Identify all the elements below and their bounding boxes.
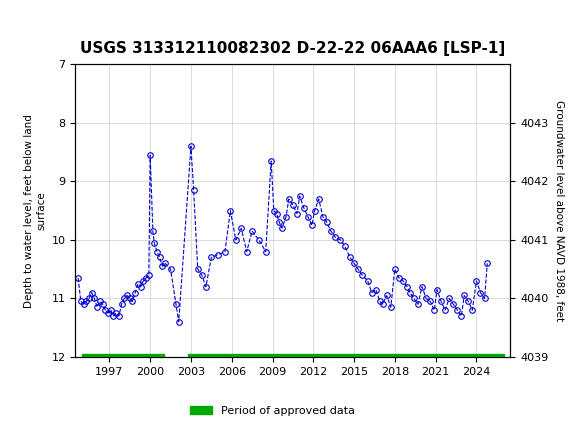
Title: USGS 313312110082302 D-22-22 06AAA6 [LSP-1]: USGS 313312110082302 D-22-22 06AAA6 [LSP…	[80, 41, 506, 56]
Y-axis label: Groundwater level above NAVD 1988, feet: Groundwater level above NAVD 1988, feet	[554, 100, 564, 321]
Legend: Period of approved data: Period of approved data	[186, 401, 360, 420]
Bar	[82, 354, 164, 357]
Y-axis label: Depth to water level, feet below land
surface: Depth to water level, feet below land su…	[24, 114, 46, 307]
Bar	[187, 354, 503, 357]
Text: ☒USGS: ☒USGS	[3, 9, 49, 24]
